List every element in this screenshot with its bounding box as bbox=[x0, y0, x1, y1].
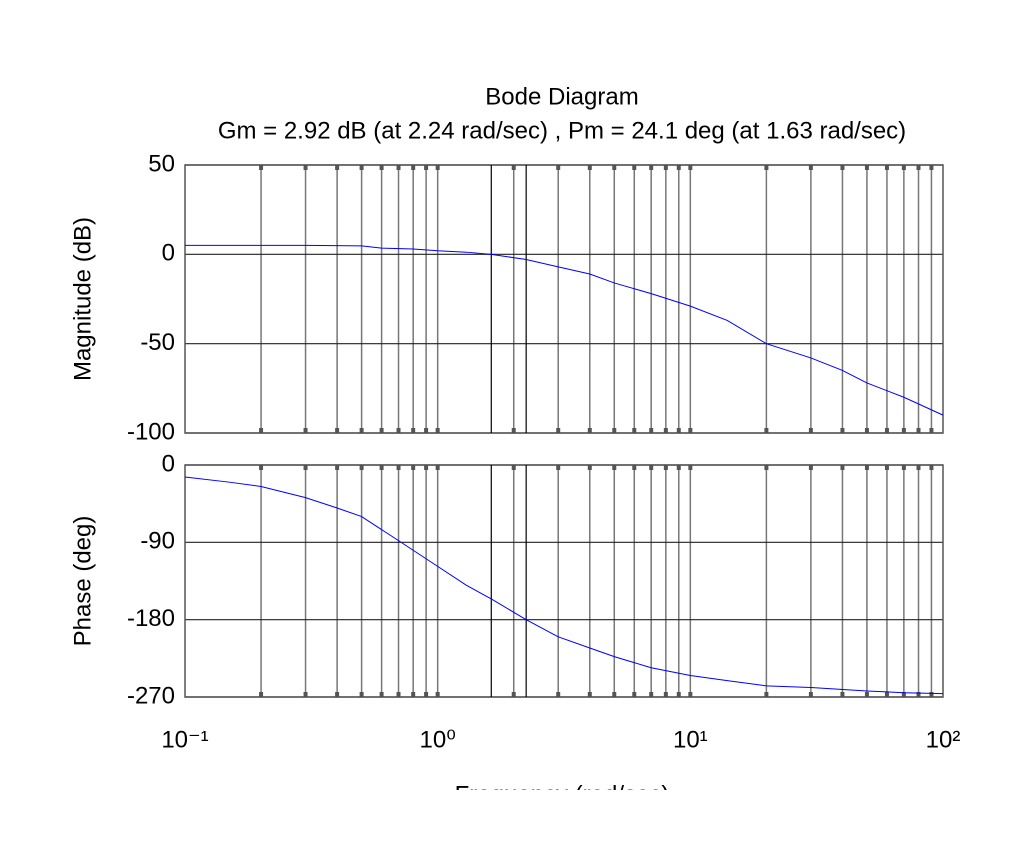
x-tick-label: 10² bbox=[926, 726, 961, 753]
x-tick-label: 10¹ bbox=[673, 726, 708, 753]
y-axis-label: Magnitude (dB) bbox=[69, 217, 96, 381]
chart-title: Bode Diagram bbox=[485, 83, 638, 110]
response-curve bbox=[185, 244, 944, 416]
y-tick-label: -270 bbox=[127, 682, 175, 709]
y-tick-label: 50 bbox=[148, 150, 175, 177]
chart-subtitle: Gm = 2.92 dB (at 2.24 rad/sec) , Pm = 24… bbox=[218, 117, 906, 144]
x-axis-label: Frequency (rad/sec) bbox=[455, 781, 670, 808]
x-tick-label: 10⁻¹ bbox=[161, 726, 208, 753]
response-curve bbox=[184, 476, 944, 695]
plot-frame bbox=[184, 164, 944, 434]
y-axis-label: Phase (deg) bbox=[69, 516, 96, 647]
y-tick-label: -100 bbox=[127, 418, 175, 445]
y-tick-label: 0 bbox=[162, 240, 175, 267]
y-tick-label: 0 bbox=[162, 450, 175, 477]
x-tick-label: 10⁰ bbox=[420, 726, 456, 753]
y-tick-label: -50 bbox=[140, 329, 175, 356]
y-tick-label: -180 bbox=[127, 605, 175, 632]
plot-frame bbox=[184, 464, 944, 698]
y-tick-label: -90 bbox=[140, 528, 175, 555]
